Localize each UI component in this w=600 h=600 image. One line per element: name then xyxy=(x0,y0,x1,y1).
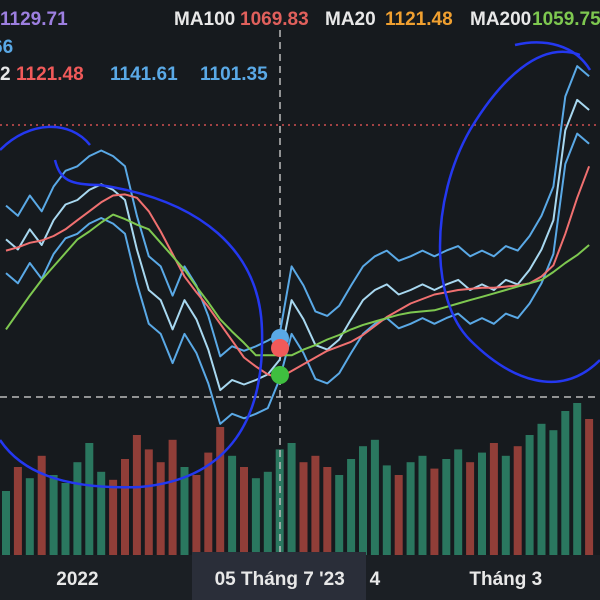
volume-bar xyxy=(192,475,201,555)
hand-drawn-mark xyxy=(0,159,264,489)
series-line xyxy=(5,213,590,357)
volume-bar xyxy=(561,411,570,555)
x-tick-label: 2022 xyxy=(56,569,98,590)
volume-bar xyxy=(335,475,344,555)
header-item: 66 xyxy=(0,37,13,58)
header-item: 1121.48 xyxy=(16,64,84,85)
volume-bar xyxy=(156,462,165,555)
volume-bar xyxy=(347,459,356,555)
hand-drawn-mark xyxy=(514,41,592,71)
series-line xyxy=(5,132,590,425)
volume-bar xyxy=(97,471,106,555)
header-item: 1069.83 xyxy=(240,9,309,30)
volume-bar xyxy=(109,479,118,555)
volume-bar xyxy=(287,443,296,555)
volume-bar xyxy=(394,475,403,555)
crosshair-dot xyxy=(271,339,289,357)
volume-bar xyxy=(168,439,177,555)
header-item: MA200 xyxy=(470,9,531,30)
volume-bar xyxy=(240,467,248,555)
volume-bar xyxy=(501,455,510,555)
volume-bar xyxy=(216,427,225,555)
hand-drawn-mark xyxy=(0,125,91,151)
volume-bar xyxy=(311,455,320,555)
volume-bar xyxy=(49,475,58,555)
header-item: 2 xyxy=(0,64,11,85)
header-item: 1129.71 xyxy=(0,9,68,30)
header: 1129.71 MA100 1069.83 MA20 1121.48 MA200 1059.… xyxy=(0,9,600,85)
volume-bar xyxy=(382,465,391,555)
header-item: MA100 xyxy=(174,9,235,30)
volume-bar xyxy=(442,459,451,555)
volume-bar xyxy=(263,471,272,555)
volume-bar xyxy=(25,478,34,555)
volume-bar xyxy=(13,467,22,555)
volume-bar xyxy=(73,462,82,555)
volume-bar xyxy=(478,452,486,555)
volume-bar xyxy=(228,455,237,555)
volume-layer xyxy=(2,403,594,555)
series-line xyxy=(5,165,591,379)
header-item: MA20 xyxy=(325,9,376,30)
volume-bar xyxy=(430,468,439,555)
volume-bar xyxy=(489,443,498,555)
volume-bar xyxy=(406,462,415,555)
crosshair-label-box xyxy=(192,552,366,600)
x-tick-label: 4 xyxy=(370,569,381,590)
crosshair-dot xyxy=(271,366,289,384)
volume-bar xyxy=(121,459,129,555)
series-line xyxy=(5,65,590,358)
volume-bar xyxy=(466,462,475,555)
x-tick-label: 05 Tháng 7 '23 xyxy=(215,569,345,590)
volume-bar xyxy=(61,483,70,555)
volume-bar xyxy=(180,467,189,555)
volume-bar xyxy=(144,449,153,555)
volume-bar xyxy=(85,443,94,555)
volume-bar xyxy=(418,455,427,555)
volume-bar xyxy=(359,446,367,555)
volume-bar xyxy=(251,478,260,555)
header-item: 1101.35 xyxy=(200,64,268,85)
volume-bar xyxy=(585,419,594,555)
volume-bar xyxy=(37,455,46,555)
volume-bar xyxy=(204,452,213,555)
hand-drawn-mark xyxy=(438,50,600,384)
volume-bar xyxy=(537,423,546,555)
volume-bar xyxy=(525,435,534,555)
volume-bar xyxy=(549,430,558,555)
header-item: 1059.75 xyxy=(532,9,600,30)
volume-bar xyxy=(132,435,141,555)
x-tick-label: Tháng 3 xyxy=(469,569,542,590)
header-item: 1141.61 xyxy=(110,64,178,85)
volume-bar xyxy=(370,439,379,555)
lines-layer xyxy=(5,65,591,425)
volume-bar xyxy=(323,467,332,555)
volume-bar xyxy=(513,446,522,555)
header-item: 1121.48 xyxy=(385,9,453,30)
volume-bar xyxy=(573,403,582,555)
volume-bar xyxy=(2,491,10,555)
volume-bar xyxy=(299,462,308,555)
volume-bar xyxy=(454,449,463,555)
